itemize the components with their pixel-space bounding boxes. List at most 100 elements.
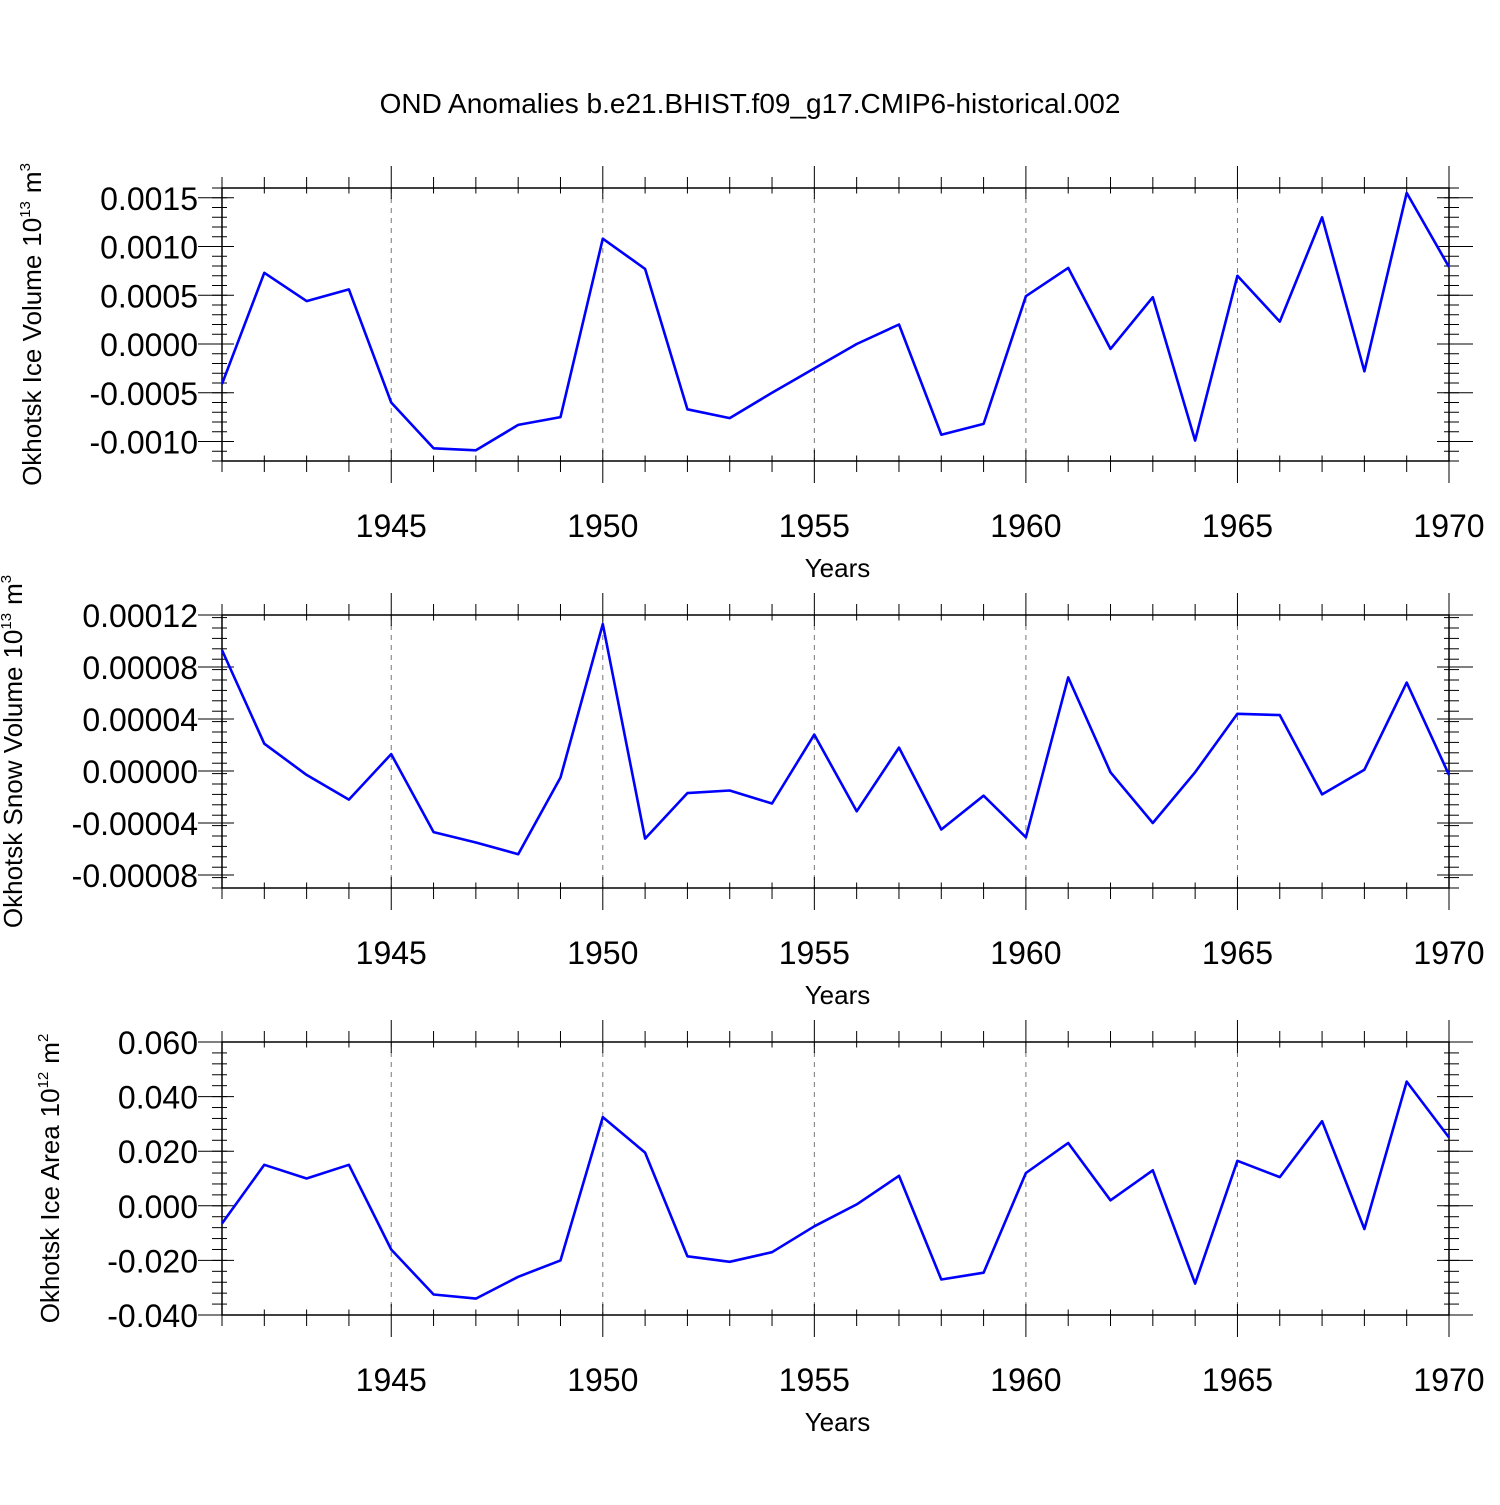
data-point [1193, 439, 1197, 443]
data-point [982, 794, 986, 798]
data-point [643, 1151, 647, 1155]
data-point [305, 1177, 309, 1181]
data-point [558, 1258, 562, 1262]
x-tick-label: 1950 [567, 935, 638, 971]
y-tick-label: 0.00012 [82, 598, 198, 634]
data-point [432, 446, 436, 450]
chart-panel-snow-volume: 0.00012 0.00008 0.00004 0.00000 -0.00004 -0.0… [0, 575, 1485, 1010]
y-axis-unit-exp: 12 [35, 1072, 52, 1089]
y-axis-unit-base: 10 [0, 630, 28, 659]
data-point [220, 1222, 224, 1226]
data-point [855, 809, 859, 813]
data-point [939, 1278, 943, 1282]
data-point [220, 648, 224, 652]
y-tick-label: 0.00004 [82, 702, 198, 738]
data-point [1066, 266, 1070, 270]
data-point [1278, 713, 1282, 717]
plot-frame [221, 187, 1450, 462]
data-point [1447, 1136, 1451, 1140]
y-tick-label: -0.020 [107, 1243, 198, 1279]
x-tick-label: 1950 [567, 1362, 638, 1398]
data-point [1235, 1159, 1239, 1163]
y-axis-unit-tail-exp: 3 [17, 163, 34, 171]
data-point [474, 448, 478, 452]
data-point [220, 382, 224, 386]
data-series-line [220, 622, 1451, 856]
x-tick-label: 1950 [567, 508, 638, 544]
y-tick-label: 0.040 [118, 1080, 198, 1116]
y-tick-label: 0.060 [118, 1025, 198, 1061]
x-axis-label: Years [805, 553, 871, 583]
data-point [432, 830, 436, 834]
data-point [262, 742, 266, 746]
data-point [1109, 1198, 1113, 1202]
y-axis-label-name: Okhotsk Snow Volume [0, 667, 28, 929]
data-series-line [220, 191, 1451, 452]
chart-panel-ice-area: 0.060 0.040 0.020 0.000 -0.020 -0.040 1945 1950… [35, 1020, 1485, 1437]
data-point [728, 416, 732, 420]
x-tick-label: 1970 [1413, 935, 1484, 971]
data-point [1362, 369, 1366, 373]
data-point [897, 1174, 901, 1178]
data-point [1405, 1080, 1409, 1084]
data-point [558, 415, 562, 419]
data-point [601, 1115, 605, 1119]
data-point [939, 828, 943, 832]
data-point [643, 267, 647, 271]
data-point [1066, 1141, 1070, 1145]
data-point [685, 407, 689, 411]
data-point [601, 622, 605, 626]
data-point [1278, 320, 1282, 324]
plot-frame [221, 1041, 1450, 1316]
data-series-line [220, 1080, 1451, 1300]
data-point [262, 1163, 266, 1167]
data-point [897, 746, 901, 750]
y-axis-unit-tail: m [0, 583, 28, 605]
data-point [1320, 1119, 1324, 1123]
y-axis-label-name: Okhotsk Ice Volume [17, 255, 47, 486]
y-axis-unit-tail: m [17, 171, 47, 193]
data-point [1193, 1282, 1197, 1286]
data-point [1320, 215, 1324, 219]
data-point [855, 342, 859, 346]
data-point [770, 802, 774, 806]
data-point [347, 798, 351, 802]
data-point [1024, 294, 1028, 298]
x-tick-label: 1955 [779, 935, 850, 971]
y-axis-unit-tail: m [35, 1042, 65, 1064]
data-point [1151, 1168, 1155, 1172]
chart-panel-ice-volume: 0.0015 0.0010 0.0005 0.0000 -0.0005 -0.0010 19… [17, 163, 1485, 583]
data-point [770, 1250, 774, 1254]
y-axis-unit-exp: 13 [0, 613, 15, 630]
data-point [1235, 274, 1239, 278]
y-axis-unit-exp: 13 [17, 201, 34, 218]
data-point [812, 733, 816, 737]
data-point [1193, 770, 1197, 774]
y-axis-label: Okhotsk Ice Area 1012 m2 [35, 1034, 65, 1324]
data-point [812, 1224, 816, 1228]
data-point [432, 1293, 436, 1297]
data-point [728, 789, 732, 793]
data-point [305, 299, 309, 303]
data-point [1024, 835, 1028, 839]
data-point [1024, 1171, 1028, 1175]
data-point [1278, 1175, 1282, 1179]
data-point [1405, 681, 1409, 685]
data-point [1320, 792, 1324, 796]
y-tick-label: 0.00000 [82, 754, 198, 790]
y-axis-unit-base: 10 [17, 218, 47, 247]
data-point [1447, 265, 1451, 269]
y-tick-label: -0.0005 [89, 376, 198, 412]
data-point [1447, 773, 1451, 777]
data-point [389, 752, 393, 756]
data-point [516, 423, 520, 427]
x-tick-label: 1960 [990, 1362, 1061, 1398]
data-point [305, 773, 309, 777]
data-point [1405, 191, 1409, 195]
plot-frame [221, 614, 1450, 889]
data-point [601, 237, 605, 241]
x-tick-label: 1970 [1413, 1362, 1484, 1398]
y-tick-label: 0.020 [118, 1134, 198, 1170]
